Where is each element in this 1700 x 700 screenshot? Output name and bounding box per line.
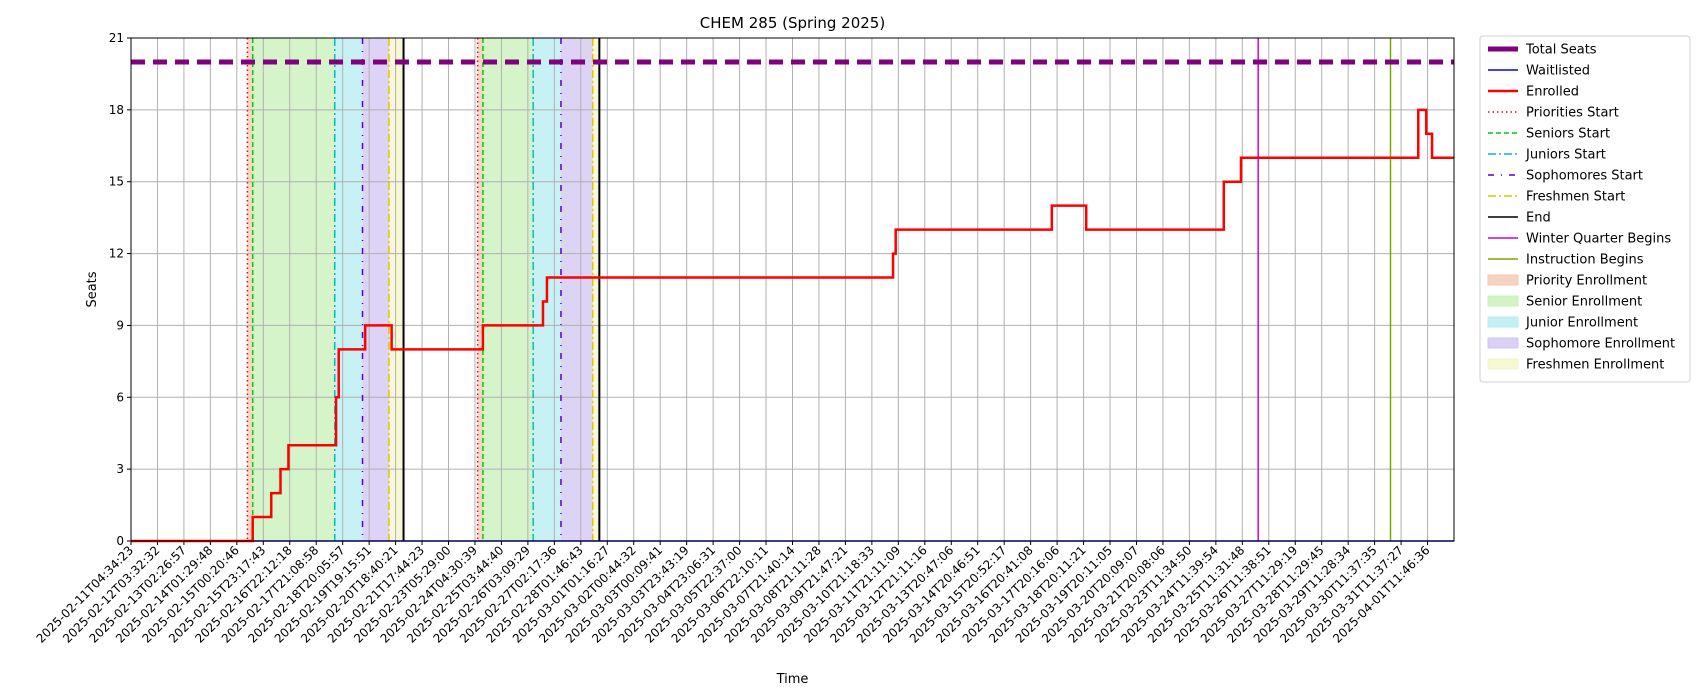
enrollment-phase-bands bbox=[247, 38, 600, 541]
legend-item-junior-enrollment-swatch bbox=[1487, 316, 1519, 328]
legend-box bbox=[1479, 35, 1691, 383]
phase-band-freshmen-enrollment bbox=[388, 38, 404, 541]
phase-band-sophomore-enrollment bbox=[362, 38, 389, 541]
legend-item-instruction-begins-label: Instruction Begins bbox=[1526, 253, 1644, 268]
y-tick-label: 21 bbox=[109, 31, 124, 45]
y-tick-label: 3 bbox=[116, 462, 124, 476]
y-tick-label: 0 bbox=[116, 534, 124, 548]
legend-item-senior-enrollment-swatch bbox=[1487, 295, 1519, 307]
legend: Total Seats Waitlisted Enrolled Priorities … bbox=[1479, 35, 1691, 383]
legend-item-priority-enrollment-label: Priority Enrollment bbox=[1526, 274, 1647, 289]
y-tick-label: 15 bbox=[109, 175, 124, 189]
y-tick-label: 6 bbox=[116, 390, 124, 404]
phase-marker-lines bbox=[246, 38, 1392, 541]
legend-item-sophomore-enrollment-swatch bbox=[1487, 337, 1519, 349]
chart-title: CHEM 285 (Spring 2025) bbox=[700, 14, 885, 32]
legend-item-enrolled-label: Enrolled bbox=[1526, 85, 1579, 100]
legend-item-sophomores-start-label: Sophomores Start bbox=[1526, 169, 1643, 184]
grid-lines bbox=[130, 37, 1454, 542]
phase-band-sophomore-enrollment bbox=[560, 38, 593, 541]
legend-item-sophomore-enrollment-label: Sophomore Enrollment bbox=[1526, 337, 1675, 352]
phase-band-priority-enrollment bbox=[247, 38, 253, 541]
legend-item-junior-enrollment-label: Junior Enrollment bbox=[1525, 316, 1638, 331]
legend-item-total-seats-label: Total Seats bbox=[1525, 43, 1597, 58]
y-tick-label: 9 bbox=[116, 318, 124, 332]
phase-band-junior-enrollment bbox=[334, 38, 363, 541]
phase-band-freshmen-enrollment bbox=[592, 38, 600, 541]
phase-band-senior-enrollment bbox=[252, 38, 335, 541]
legend-item-priorities-start-label: Priorities Start bbox=[1526, 106, 1619, 121]
phase-band-priority-enrollment bbox=[477, 38, 483, 541]
legend-item-senior-enrollment-label: Senior Enrollment bbox=[1526, 295, 1642, 310]
legend-item-freshmen-start-label: Freshmen Start bbox=[1526, 190, 1625, 205]
legend-item-seniors-start-label: Seniors Start bbox=[1526, 127, 1610, 142]
y-tick-label: 18 bbox=[109, 103, 124, 117]
y-axis-ticks: 0 3 6 9 12 15 18 21 bbox=[109, 31, 131, 548]
x-axis-label: Time bbox=[776, 672, 809, 687]
legend-item-freshmen-enrollment-swatch bbox=[1487, 358, 1519, 370]
y-tick-label: 12 bbox=[109, 247, 124, 261]
legend-item-juniors-start-label: Juniors Start bbox=[1525, 148, 1606, 163]
series-enrolled bbox=[131, 108, 1454, 543]
legend-item-waitlisted-label: Waitlisted bbox=[1526, 64, 1590, 79]
legend-item-end-label: End bbox=[1526, 211, 1551, 226]
phase-band-senior-enrollment bbox=[482, 38, 534, 541]
legend-item-winter-quarter-begins-label: Winter Quarter Begins bbox=[1526, 232, 1671, 247]
y-axis-label: Seats bbox=[85, 271, 100, 307]
legend-item-freshmen-enrollment-label: Freshmen Enrollment bbox=[1526, 358, 1664, 373]
legend-item-priority-enrollment-swatch bbox=[1487, 274, 1519, 286]
x-axis-ticks: 2025-02-11T04:34:232025-02-12T03:32:3220… bbox=[34, 541, 1433, 646]
